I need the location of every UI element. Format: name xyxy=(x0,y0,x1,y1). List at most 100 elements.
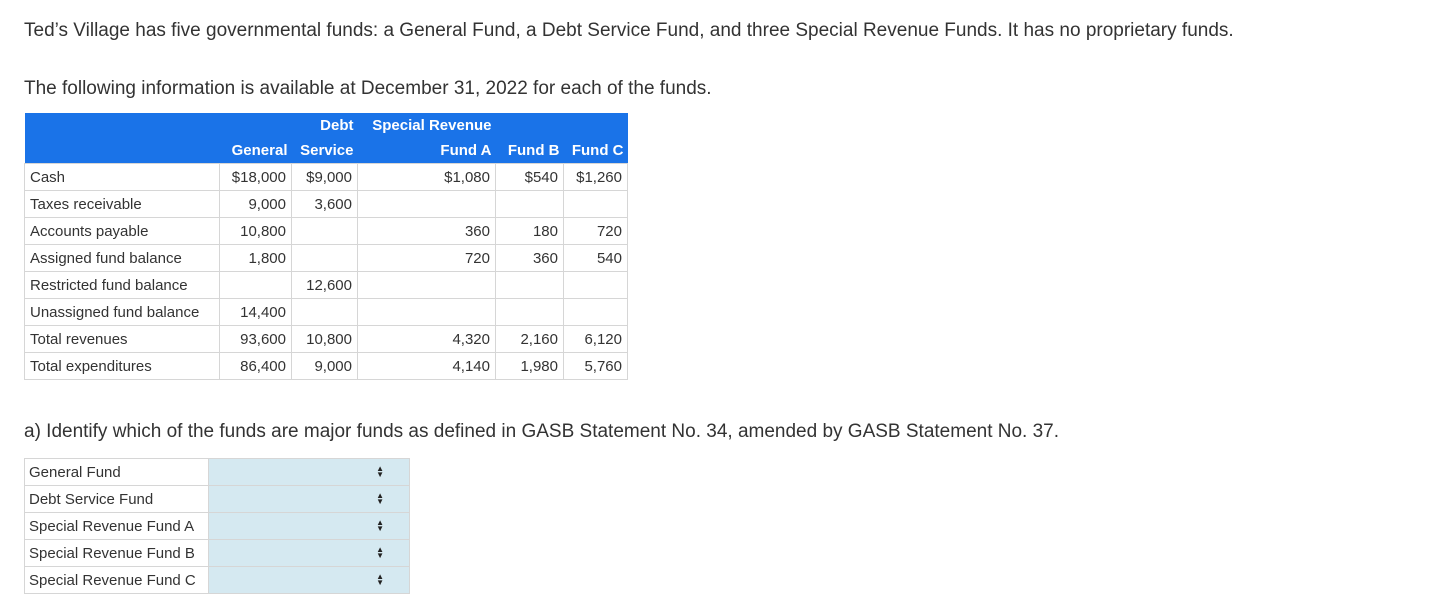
table-cell: 360 xyxy=(495,244,564,272)
answer-label: Special Revenue Fund B xyxy=(24,539,209,567)
header-row-bottom: General Service Fund A Fund B Fund C xyxy=(24,138,628,164)
select-value[interactable]: ▲ ▼ xyxy=(209,540,409,566)
major-fund-select[interactable]: ▲ ▼ xyxy=(208,458,410,486)
table-cell xyxy=(563,271,628,299)
header-cell xyxy=(24,113,220,138)
answer-label: Special Revenue Fund A xyxy=(24,512,209,540)
answer-row: Special Revenue Fund C ▲ ▼ xyxy=(24,566,410,594)
table-cell: 10,800 xyxy=(219,217,292,245)
table-cell: 1,800 xyxy=(219,244,292,272)
table-cell xyxy=(495,190,564,218)
table-cell: $540 xyxy=(495,163,564,191)
answer-row: Special Revenue Fund B ▲ ▼ xyxy=(24,539,410,567)
table-row: Taxes receivable 9,000 3,600 xyxy=(24,190,628,218)
table-cell xyxy=(357,271,496,299)
table-cell: 6,120 xyxy=(563,325,628,353)
table-cell: $1,080 xyxy=(357,163,496,191)
answer-row: Debt Service Fund ▲ ▼ xyxy=(24,485,410,513)
info-text: The following information is available a… xyxy=(24,78,712,99)
table-cell xyxy=(219,271,292,299)
table-cell: 720 xyxy=(563,217,628,245)
table-cell: 12,600 xyxy=(291,271,358,299)
up-down-arrows-icon[interactable]: ▲ ▼ xyxy=(376,518,384,533)
header-cell xyxy=(495,113,564,138)
select-value[interactable]: ▲ ▼ xyxy=(209,567,409,593)
row-label: Unassigned fund balance xyxy=(24,298,220,326)
table-row: Total revenues 93,600 10,800 4,320 2,160 6,12… xyxy=(24,325,628,353)
major-fund-select[interactable]: ▲ ▼ xyxy=(208,512,410,540)
up-down-arrows-icon[interactable]: ▲ ▼ xyxy=(376,572,384,587)
intro-text: Ted’s Village has five governmental fund… xyxy=(24,20,1234,41)
header-cell: Fund C xyxy=(563,138,628,164)
table-cell xyxy=(563,298,628,326)
header-cell: Fund A xyxy=(357,138,496,164)
up-down-arrows-icon[interactable]: ▲ ▼ xyxy=(376,545,384,560)
table-cell xyxy=(563,190,628,218)
table-cell: 4,140 xyxy=(357,352,496,380)
row-label: Total expenditures xyxy=(24,352,220,380)
header-cell xyxy=(24,138,220,164)
answer-label: General Fund xyxy=(24,458,209,486)
table-cell: 9,000 xyxy=(291,352,358,380)
table-cell: 360 xyxy=(357,217,496,245)
answer-row: Special Revenue Fund A ▲ ▼ xyxy=(24,512,410,540)
row-label: Taxes receivable xyxy=(24,190,220,218)
table-cell xyxy=(291,298,358,326)
table-cell: 1,980 xyxy=(495,352,564,380)
table-cell xyxy=(495,298,564,326)
table-row: Unassigned fund balance 14,400 xyxy=(24,298,628,326)
select-value[interactable]: ▲ ▼ xyxy=(209,513,409,539)
table-cell: $1,260 xyxy=(563,163,628,191)
table-cell xyxy=(357,190,496,218)
header-cell: Fund B xyxy=(495,138,564,164)
row-label: Accounts payable xyxy=(24,217,220,245)
row-label: Total revenues xyxy=(24,325,220,353)
up-down-arrows-icon[interactable]: ▲ ▼ xyxy=(376,464,384,479)
major-fund-select[interactable]: ▲ ▼ xyxy=(208,485,410,513)
major-fund-select[interactable]: ▲ ▼ xyxy=(208,566,410,594)
row-label: Assigned fund balance xyxy=(24,244,220,272)
header-cell: Service xyxy=(291,138,358,164)
answer-row: General Fund ▲ ▼ xyxy=(24,458,410,486)
table-row: Cash $18,000 $9,000 $1,080 $540 $1,260 xyxy=(24,163,628,191)
up-down-arrows-icon[interactable]: ▲ ▼ xyxy=(376,491,384,506)
table-row: Total expenditures 86,400 9,000 4,140 1,980 5… xyxy=(24,352,628,380)
table-cell xyxy=(495,271,564,299)
table-cell: 180 xyxy=(495,217,564,245)
table-cell: 2,160 xyxy=(495,325,564,353)
table-cell: $9,000 xyxy=(291,163,358,191)
table-cell xyxy=(291,217,358,245)
select-value[interactable]: ▲ ▼ xyxy=(209,459,409,485)
question-text: a) Identify which of the funds are major… xyxy=(24,421,1060,442)
select-value[interactable]: ▲ ▼ xyxy=(209,486,409,512)
row-label: Cash xyxy=(24,163,220,191)
table-cell xyxy=(291,244,358,272)
table-cell: $18,000 xyxy=(219,163,292,191)
table-cell: 14,400 xyxy=(219,298,292,326)
header-row-top: Debt Special Revenue xyxy=(24,113,628,138)
fund-info-table: Debt Special Revenue General Service Fun… xyxy=(24,113,628,380)
major-funds-answer-table: General Fund ▲ ▼ Debt Service Fund ▲ ▼ Special… xyxy=(24,458,410,594)
table-row: Restricted fund balance 12,600 xyxy=(24,271,628,299)
header-cell: Special Revenue xyxy=(357,113,496,138)
header-cell xyxy=(219,113,292,138)
table-cell: 9,000 xyxy=(219,190,292,218)
answer-label: Special Revenue Fund C xyxy=(24,566,209,594)
answer-label: Debt Service Fund xyxy=(24,485,209,513)
table-row: Assigned fund balance 1,800 720 360 540 xyxy=(24,244,628,272)
header-cell xyxy=(563,113,628,138)
table-cell: 86,400 xyxy=(219,352,292,380)
table-cell: 540 xyxy=(563,244,628,272)
table-row: Accounts payable 10,800 360 180 720 xyxy=(24,217,628,245)
row-label: Restricted fund balance xyxy=(24,271,220,299)
table-cell: 5,760 xyxy=(563,352,628,380)
table-cell: 93,600 xyxy=(219,325,292,353)
table-cell: 720 xyxy=(357,244,496,272)
table-cell xyxy=(357,298,496,326)
table-cell: 10,800 xyxy=(291,325,358,353)
table-cell: 3,600 xyxy=(291,190,358,218)
header-cell: General xyxy=(219,138,292,164)
table-cell: 4,320 xyxy=(357,325,496,353)
header-cell: Debt xyxy=(291,113,358,138)
major-fund-select[interactable]: ▲ ▼ xyxy=(208,539,410,567)
